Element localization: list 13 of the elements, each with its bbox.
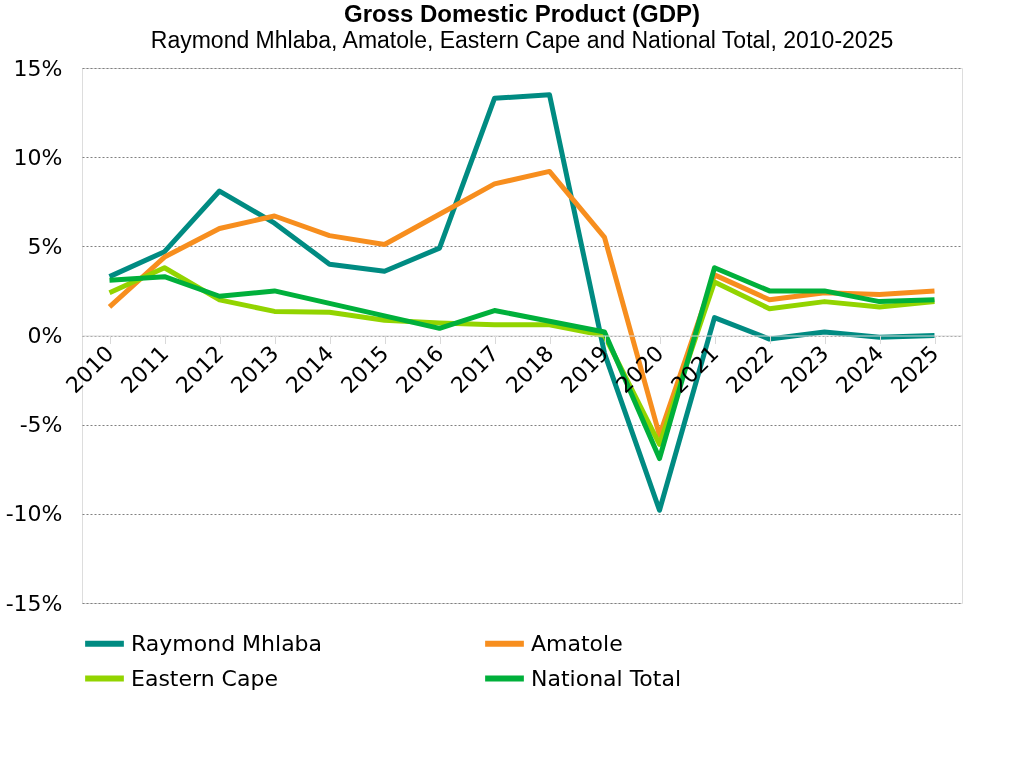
- y-tick-label: -15%: [5, 590, 63, 616]
- y-tick-label: 15%: [13, 55, 63, 81]
- legend-label: Raymond Mhlaba: [131, 630, 323, 656]
- y-tick-label: -5%: [19, 412, 63, 438]
- legend-label: Amatole: [531, 630, 623, 656]
- legend-label: National Total: [531, 665, 682, 691]
- chart-title: Gross Domestic Product (GDP): [343, 0, 701, 27]
- y-tick-label: -10%: [5, 501, 63, 527]
- chart-subtitle: Raymond Mhlaba, Amatole, Eastern Cape and National Total, 2010-2025: [150, 27, 894, 53]
- y-tick-label: 0%: [27, 323, 63, 348]
- y-tick-label: 10%: [13, 144, 63, 170]
- legend-label: Eastern Cape: [131, 665, 278, 691]
- y-tick-label: 5%: [27, 233, 63, 259]
